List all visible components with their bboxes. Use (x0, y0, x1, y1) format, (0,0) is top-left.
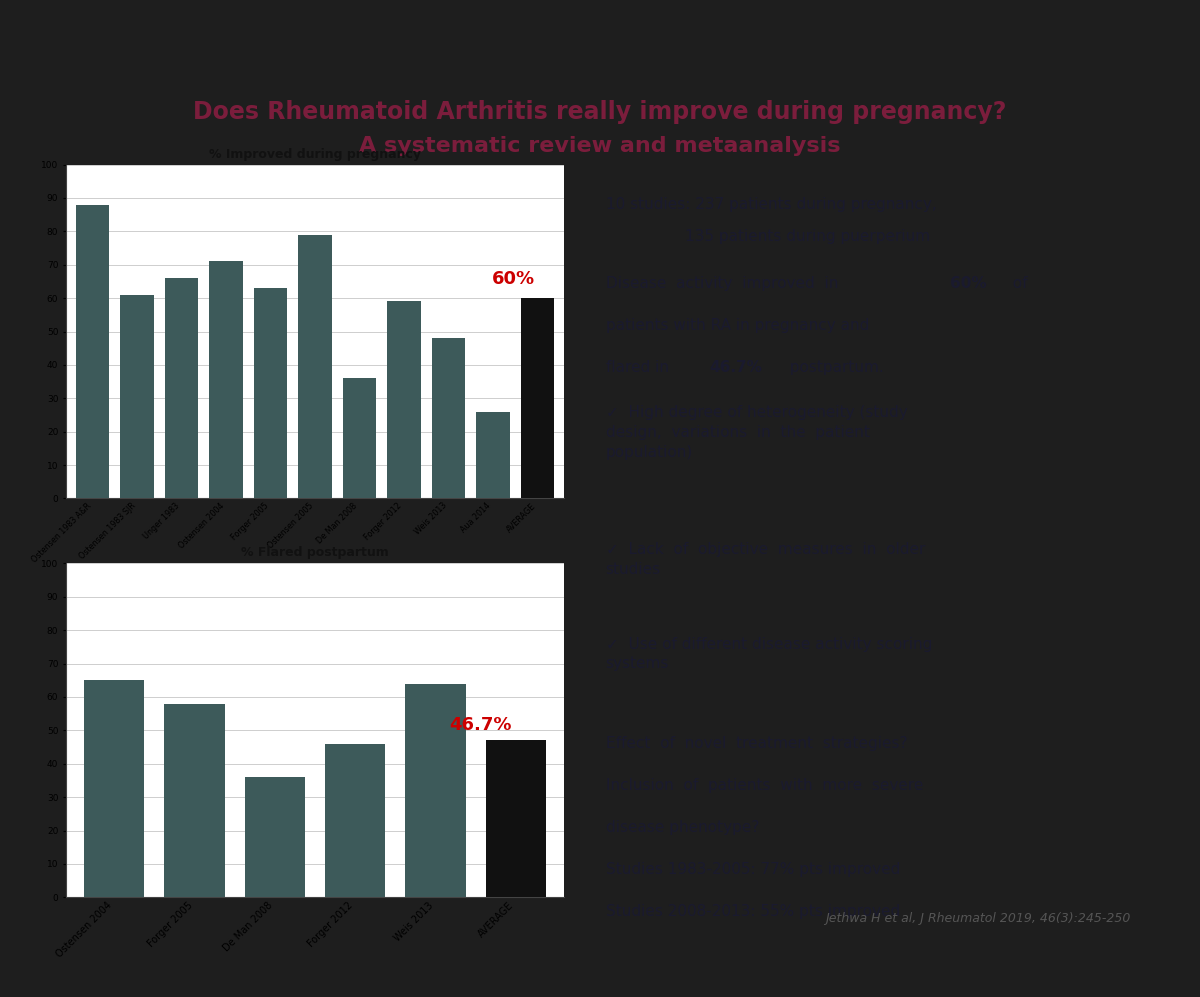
Text: A systematic review and metaanalysis: A systematic review and metaanalysis (359, 136, 841, 156)
Text: 46.7%: 46.7% (709, 360, 762, 375)
Bar (209, 261, 242, 498)
Text: Studies 2008-2013: 55% pts improved: Studies 2008-2013: 55% pts improved (606, 904, 900, 919)
Text: Disease  activity  improved  in: Disease activity improved in (606, 276, 842, 291)
Text: Effect  of  novel  treatment  strategies?: Effect of novel treatment strategies? (606, 736, 907, 751)
Bar (486, 741, 546, 897)
Text: Does Rheumatoid Arthritis really improve during pregnancy?: Does Rheumatoid Arthritis really improve… (193, 101, 1007, 125)
Bar (388, 301, 421, 498)
Bar (299, 234, 331, 498)
Bar (164, 278, 198, 498)
Bar (254, 288, 287, 498)
Bar (84, 680, 144, 897)
Bar (164, 704, 224, 897)
Text: 60%: 60% (949, 276, 986, 291)
Text: postpartum.: postpartum. (780, 360, 884, 375)
Bar (432, 338, 466, 498)
Bar (476, 412, 510, 498)
Text: ✓  High degree of heterogeneity (study
design,  variations  in  the  patient
pop: ✓ High degree of heterogeneity (study de… (606, 405, 907, 460)
Text: ✓  Lack  of  objective  measures  in  older
studies: ✓ Lack of objective measures in older st… (606, 541, 925, 576)
Text: ✓  Use of different disease activity scoring
systems: ✓ Use of different disease activity scor… (606, 636, 932, 671)
Text: of: of (1003, 276, 1027, 291)
Bar (406, 684, 466, 897)
Bar (76, 204, 109, 499)
Bar (521, 298, 554, 498)
Text: 60%: 60% (492, 270, 535, 288)
Text: Studies 1983-2005: 77% pts improved: Studies 1983-2005: 77% pts improved (606, 862, 900, 877)
Text: disease phenotype?: disease phenotype? (606, 820, 760, 834)
Text: 46.7%: 46.7% (449, 716, 511, 734)
Text: 10 studies: 237 patients during pregnancy,: 10 studies: 237 patients during pregnanc… (606, 197, 936, 212)
Bar (245, 777, 305, 897)
Bar (325, 744, 385, 897)
Text: patients with RA in pregnancy and: patients with RA in pregnancy and (606, 318, 869, 333)
Text: Inclusion  of  patients  with  more  severe: Inclusion of patients with more severe (606, 778, 923, 793)
Title: % Improved during pregnancy: % Improved during pregnancy (209, 148, 421, 161)
Text: 135 patients during puerperium: 135 patients during puerperium (684, 229, 930, 244)
Text: Jethwa H et al, J Rheumatol 2019, 46(3):245-250: Jethwa H et al, J Rheumatol 2019, 46(3):… (824, 912, 1130, 925)
Text: flared in: flared in (606, 360, 673, 375)
Bar (120, 295, 154, 498)
Title: % Flared postpartum: % Flared postpartum (241, 546, 389, 559)
Bar (343, 378, 376, 498)
